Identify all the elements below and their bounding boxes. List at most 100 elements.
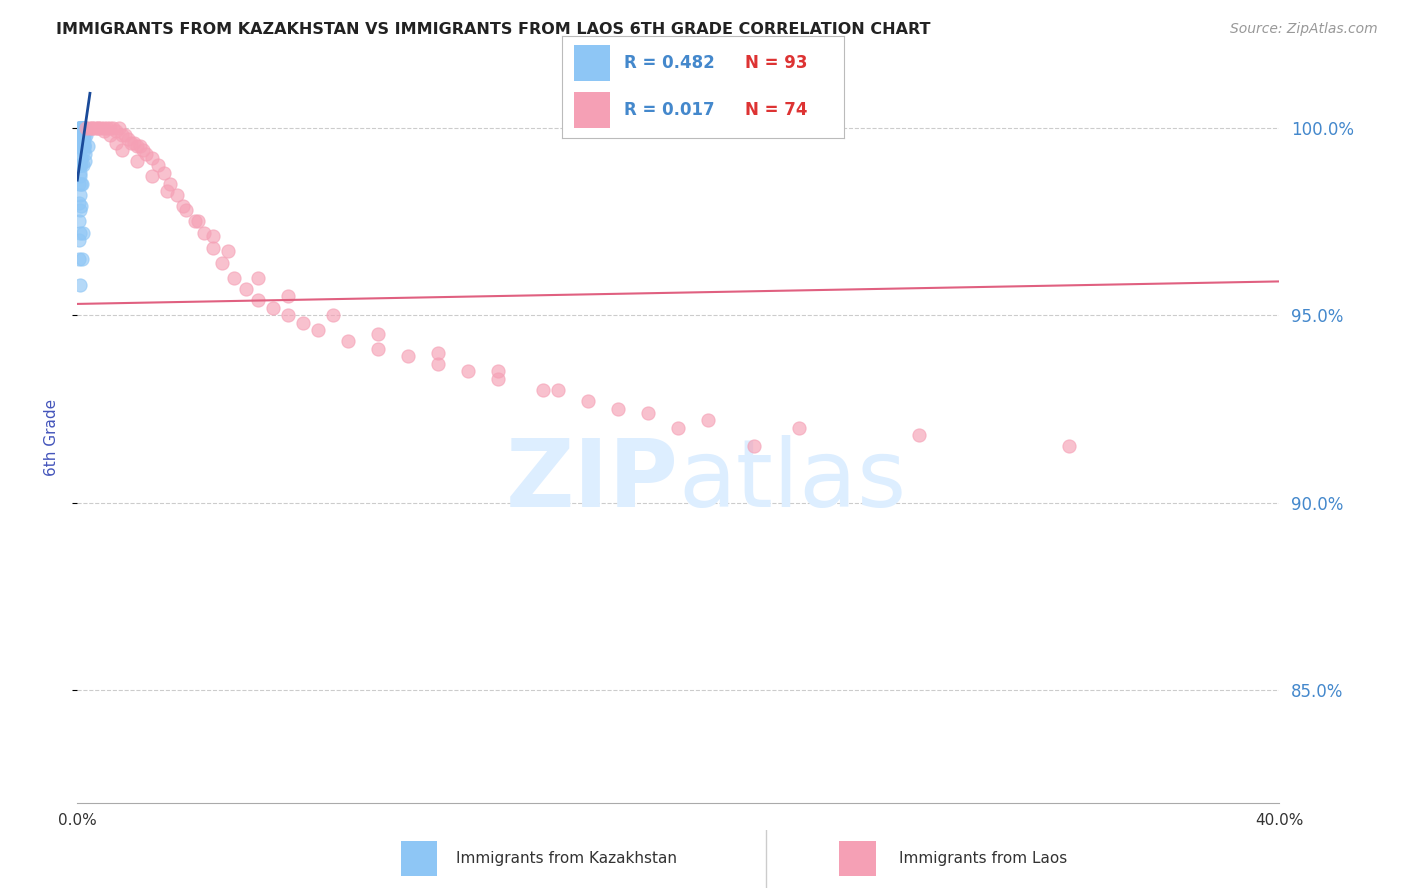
Point (367, 326, 389, 341)
Point (277, 289, 299, 303)
Point (69, 166, 91, 180)
Point (141, 169, 163, 184)
Point (72, 120, 94, 135)
Point (132, 143, 155, 157)
Point (72, 120, 94, 135)
Point (73, 139, 96, 153)
Point (73, 128, 96, 142)
Point (135, 147, 157, 161)
Point (84, 120, 107, 135)
Point (108, 120, 131, 135)
Point (67, 177, 90, 191)
Point (82, 120, 104, 135)
Point (201, 241, 224, 255)
Point (70, 120, 93, 135)
Point (174, 203, 197, 218)
Text: ZIP: ZIP (506, 435, 679, 527)
Bar (839, 841, 876, 876)
Point (79, 120, 101, 135)
Point (72, 226, 94, 240)
Point (211, 255, 233, 269)
Point (70, 120, 93, 135)
Text: Immigrants from Laos: Immigrants from Laos (898, 851, 1067, 866)
Text: Immigrants from Kazakhstan: Immigrants from Kazakhstan (456, 851, 676, 866)
Point (172, 199, 194, 213)
Point (70, 120, 93, 135)
Point (72, 120, 94, 135)
Point (82, 120, 104, 135)
Point (70, 128, 93, 142)
Point (141, 151, 163, 165)
Point (72, 120, 94, 135)
Text: R = 0.017: R = 0.017 (624, 101, 714, 119)
Point (75, 120, 97, 135)
Point (70, 120, 93, 135)
Point (427, 345, 450, 359)
Point (70, 120, 93, 135)
Point (72, 120, 94, 135)
Point (70, 120, 93, 135)
Bar (574, 92, 610, 128)
Point (291, 316, 314, 330)
Y-axis label: 6th Grade: 6th Grade (44, 399, 59, 475)
Text: N = 74: N = 74 (745, 101, 807, 119)
Point (67, 195, 90, 210)
Point (72, 120, 94, 135)
Point (67, 120, 90, 135)
Point (73, 143, 96, 157)
Point (70, 120, 93, 135)
Point (69, 120, 91, 135)
Point (69, 177, 91, 191)
Point (70, 136, 93, 150)
Point (637, 406, 659, 420)
Point (70, 120, 93, 135)
Point (96, 120, 118, 135)
Text: N = 93: N = 93 (745, 54, 807, 72)
Point (120, 136, 142, 150)
Point (75, 120, 97, 135)
Point (396, 350, 419, 364)
Point (69, 139, 91, 153)
Point (72, 120, 94, 135)
Point (72, 120, 94, 135)
Point (486, 364, 509, 378)
Point (69, 128, 91, 142)
Point (114, 128, 136, 142)
Point (246, 270, 269, 285)
Point (486, 372, 509, 386)
Point (336, 334, 359, 349)
Point (787, 420, 810, 434)
Bar (401, 841, 437, 876)
Point (246, 293, 269, 308)
Point (105, 124, 128, 138)
Point (547, 383, 569, 397)
Point (70, 120, 93, 135)
Point (70, 199, 93, 213)
Point (70, 252, 93, 266)
Point (70, 120, 93, 135)
Point (72, 120, 94, 135)
Point (72, 120, 94, 135)
Point (72, 139, 94, 153)
Text: IMMIGRANTS FROM KAZAKHSTAN VS IMMIGRANTS FROM LAOS 6TH GRADE CORRELATION CHART: IMMIGRANTS FROM KAZAKHSTAN VS IMMIGRANTS… (56, 22, 931, 37)
Point (73, 154, 96, 169)
Text: atlas: atlas (679, 435, 907, 527)
Point (72, 120, 94, 135)
Point (70, 158, 93, 172)
Point (69, 188, 91, 202)
Point (70, 136, 93, 150)
Point (69, 132, 91, 146)
Point (70, 120, 93, 135)
Point (69, 278, 91, 293)
Point (70, 120, 93, 135)
Point (93, 124, 115, 138)
Point (127, 154, 149, 169)
Point (87, 120, 110, 135)
Point (67, 120, 90, 135)
Point (70, 120, 93, 135)
Point (72, 120, 94, 135)
Point (742, 440, 765, 454)
Point (100, 128, 122, 142)
Point (69, 120, 91, 135)
Point (69, 169, 91, 184)
